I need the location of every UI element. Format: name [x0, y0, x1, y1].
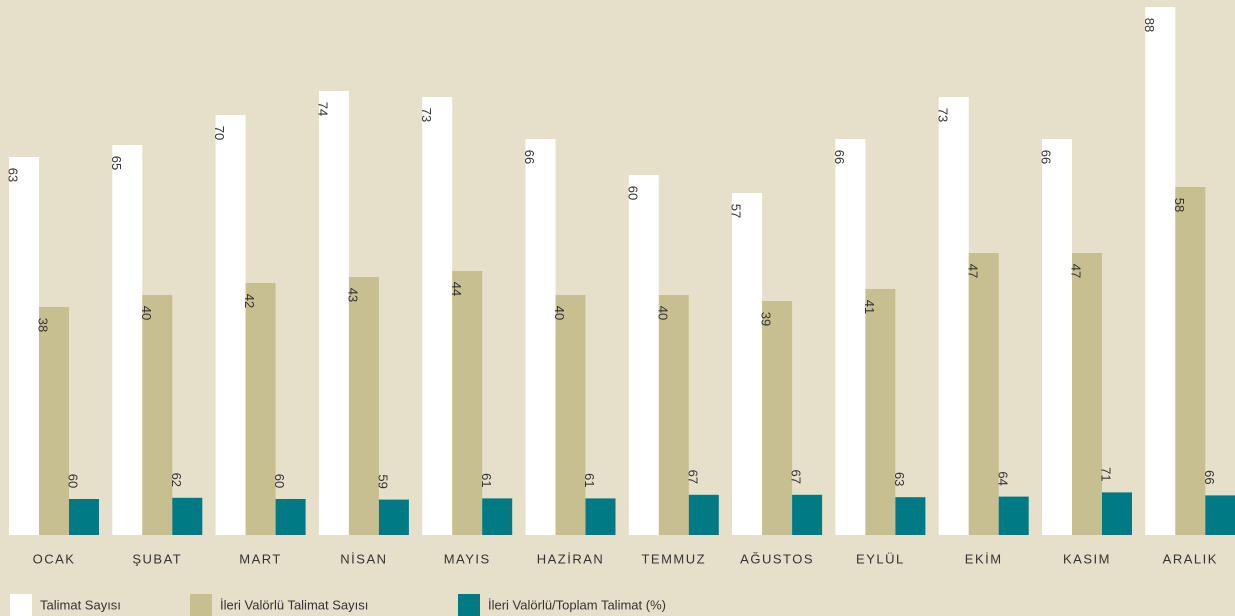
- value-label: 67: [685, 470, 700, 484]
- x-tick-label: TEMMUZ: [641, 551, 706, 566]
- bar: [348, 277, 379, 535]
- value-label: 40: [655, 306, 670, 320]
- x-tick-label: ARALIK: [1163, 551, 1218, 566]
- legend-label: İleri Valörlü Talimat Sayısı: [220, 597, 368, 612]
- bar: [835, 139, 866, 535]
- legend-label: Talimat Sayısı: [40, 597, 121, 612]
- bar: [998, 496, 1029, 535]
- bar: [215, 115, 246, 535]
- x-tick-label: MART: [239, 551, 282, 566]
- value-label: 67: [789, 470, 804, 484]
- value-label: 59: [375, 474, 390, 488]
- bar: [378, 499, 409, 535]
- bar: [275, 499, 306, 535]
- x-tick-label: HAZİRAN: [537, 551, 605, 566]
- bar: [895, 497, 926, 535]
- legend-swatch: [10, 594, 32, 616]
- legend-swatch: [458, 594, 480, 616]
- x-tick-label: NİSAN: [340, 551, 387, 566]
- bar: [968, 253, 999, 535]
- value-label: 43: [345, 288, 360, 302]
- x-tick-label: EKİM: [965, 551, 1003, 566]
- bar: [1042, 139, 1072, 535]
- bar: [688, 494, 719, 535]
- legend-swatch: [190, 594, 212, 616]
- bar: [525, 139, 556, 535]
- value-label: 73: [419, 108, 434, 122]
- bar: [172, 497, 203, 535]
- value-label: 47: [1069, 264, 1084, 278]
- value-label: 60: [625, 186, 640, 200]
- value-label: 40: [552, 306, 567, 320]
- bar: [1102, 492, 1132, 535]
- x-tick-label: OCAK: [33, 551, 76, 566]
- bar: [628, 175, 659, 535]
- bar: [865, 289, 896, 535]
- value-label: 61: [479, 473, 494, 487]
- bar: [318, 91, 349, 535]
- value-label: 64: [995, 471, 1010, 485]
- bar: [1145, 7, 1176, 535]
- value-label: 57: [729, 204, 744, 218]
- x-tick-label: ŞUBAT: [132, 551, 182, 566]
- value-label: 44: [449, 282, 464, 296]
- bar: [69, 499, 99, 535]
- value-label: 66: [1039, 150, 1054, 164]
- value-label: 63: [6, 168, 21, 182]
- bar: [1072, 253, 1102, 535]
- value-label: 58: [1172, 198, 1187, 212]
- value-label: 70: [212, 126, 227, 140]
- bar: [585, 498, 616, 535]
- bar: [555, 295, 586, 535]
- x-tick-label: KASIM: [1063, 551, 1111, 566]
- value-label: 40: [139, 306, 154, 320]
- bar: [245, 283, 276, 535]
- value-label: 63: [892, 472, 907, 486]
- value-label: 41: [862, 300, 877, 314]
- value-label: 38: [36, 318, 51, 332]
- x-tick-label: EYLÜL: [856, 551, 905, 566]
- value-label: 71: [1099, 467, 1114, 481]
- bar: [142, 295, 173, 535]
- value-label: 88: [1142, 18, 1157, 32]
- bar: [39, 307, 69, 535]
- value-label: 47: [965, 264, 980, 278]
- value-label: 66: [832, 150, 847, 164]
- value-label: 42: [242, 294, 257, 308]
- value-label: 66: [1202, 470, 1217, 484]
- bar: [732, 193, 763, 535]
- legend-label: İleri Valörlü/Toplam Talimat (%): [488, 597, 666, 612]
- bar: [1205, 495, 1235, 535]
- bar: [482, 498, 513, 535]
- bar: [1175, 187, 1206, 535]
- value-label: 60: [272, 474, 287, 488]
- value-label: 61: [582, 473, 597, 487]
- bar: [452, 271, 483, 535]
- value-label: 60: [66, 474, 81, 488]
- bar: [792, 494, 823, 535]
- x-tick-label: AĞUSTOS: [740, 551, 814, 566]
- value-label: 73: [935, 108, 950, 122]
- bar: [422, 97, 453, 535]
- x-tick-label: MAYIS: [444, 551, 491, 566]
- value-label: 65: [109, 156, 124, 170]
- bar: [938, 97, 969, 535]
- bar: [762, 301, 793, 535]
- bar: [112, 145, 143, 535]
- value-label: 66: [522, 150, 537, 164]
- value-label: 62: [169, 473, 184, 487]
- bar: [9, 157, 39, 535]
- value-label: 39: [759, 312, 774, 326]
- value-label: 74: [315, 102, 330, 116]
- bar: [658, 295, 689, 535]
